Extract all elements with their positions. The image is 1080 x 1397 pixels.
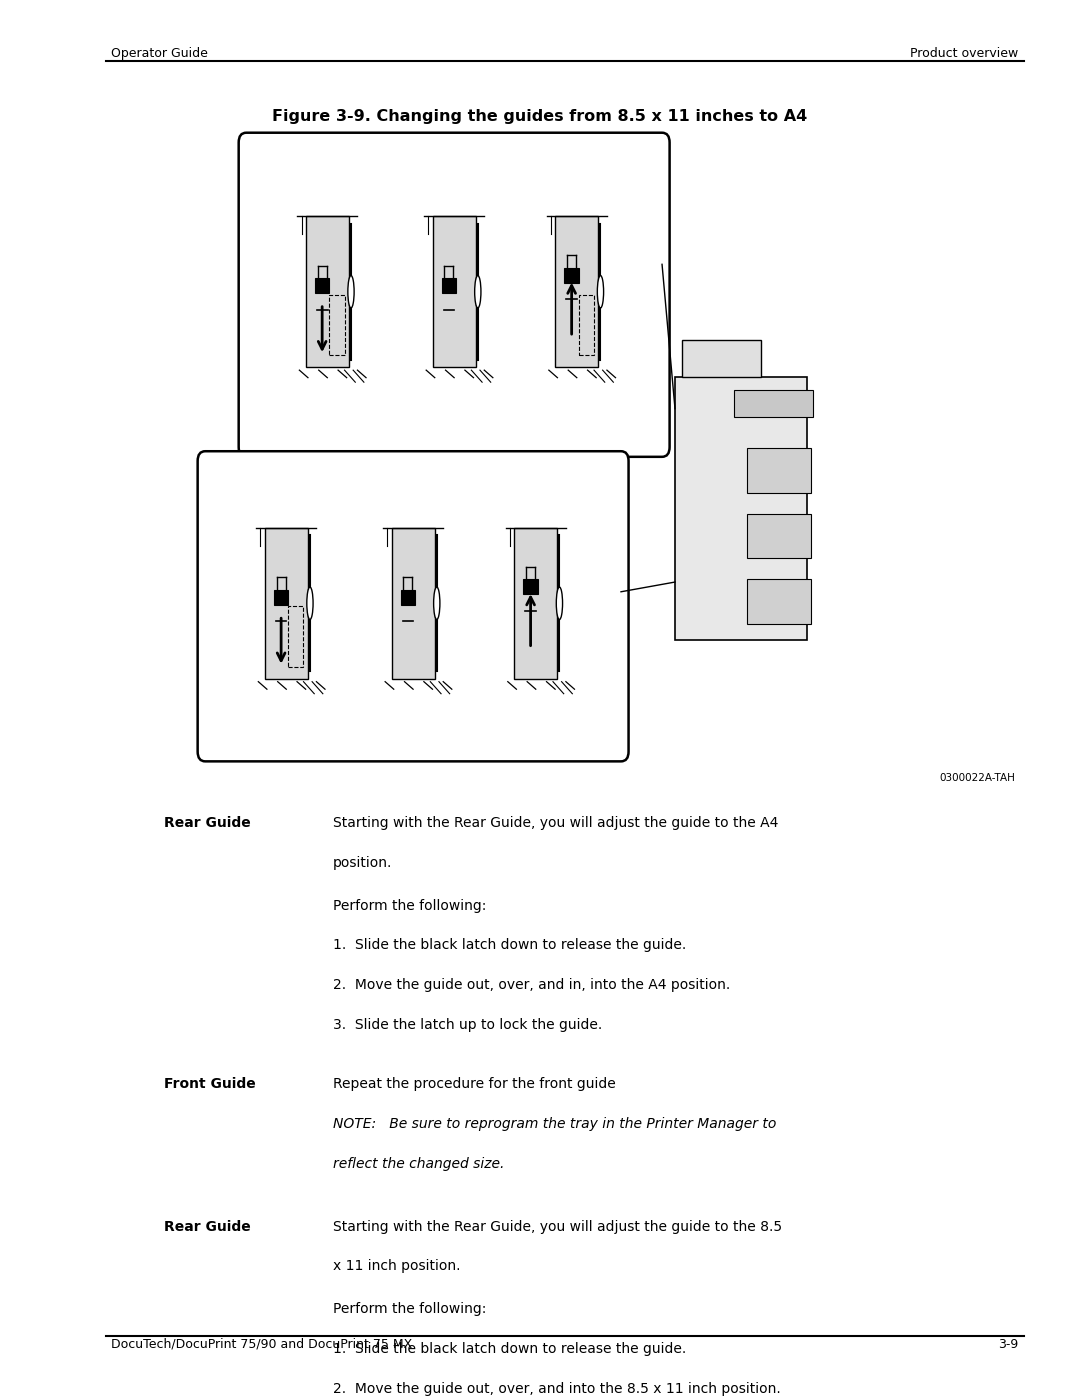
Bar bbox=[747, 448, 811, 493]
Text: Operator Guide: Operator Guide bbox=[111, 46, 208, 60]
Text: DocuTech/DocuPrint 75/90 and DocuPrint 75 MX: DocuTech/DocuPrint 75/90 and DocuPrint 7… bbox=[111, 1338, 413, 1351]
Bar bbox=[315, 278, 329, 293]
Text: Rear Guide: Rear Guide bbox=[164, 1220, 251, 1234]
Text: Front Guide: Front Guide bbox=[164, 1077, 256, 1091]
Bar bbox=[274, 590, 288, 605]
Text: Repeat the procedure for the front guide: Repeat the procedure for the front guide bbox=[333, 1077, 616, 1091]
Bar bbox=[329, 295, 345, 355]
Text: 0300022A-TAH: 0300022A-TAH bbox=[940, 773, 1015, 782]
Text: Rear Guide: Rear Guide bbox=[164, 816, 251, 830]
Text: Starting with the Rear Guide, you will adjust the guide to the A4: Starting with the Rear Guide, you will a… bbox=[333, 816, 778, 830]
Ellipse shape bbox=[434, 587, 440, 619]
Text: position.: position. bbox=[333, 855, 392, 870]
FancyBboxPatch shape bbox=[239, 133, 670, 457]
Text: 3-9: 3-9 bbox=[998, 1338, 1018, 1351]
Bar bbox=[747, 514, 811, 559]
Ellipse shape bbox=[556, 587, 563, 619]
Bar bbox=[433, 217, 475, 367]
Bar bbox=[524, 580, 538, 595]
Text: 1.  Slide the black latch down to release the guide.: 1. Slide the black latch down to release… bbox=[333, 1343, 686, 1356]
Text: 2.  Move the guide out, over, and in, into the A4 position.: 2. Move the guide out, over, and in, int… bbox=[333, 978, 730, 992]
Bar bbox=[442, 278, 456, 293]
Bar bbox=[555, 217, 598, 367]
Bar bbox=[306, 217, 349, 367]
Text: Perform the following:: Perform the following: bbox=[333, 898, 486, 912]
Bar bbox=[392, 528, 434, 679]
Text: 1.  Slide the black latch down to release the guide.: 1. Slide the black latch down to release… bbox=[333, 939, 686, 953]
Bar bbox=[401, 590, 415, 605]
Text: reflect the changed size.: reflect the changed size. bbox=[333, 1157, 504, 1171]
Text: Perform the following:: Perform the following: bbox=[333, 1302, 486, 1316]
Text: 2.  Move the guide out, over, and into the 8.5 x 11 inch position.: 2. Move the guide out, over, and into th… bbox=[333, 1382, 781, 1396]
FancyBboxPatch shape bbox=[198, 451, 629, 761]
Bar bbox=[747, 580, 811, 624]
Bar bbox=[265, 528, 308, 679]
Bar bbox=[681, 341, 760, 377]
Ellipse shape bbox=[475, 275, 481, 307]
Bar bbox=[675, 377, 807, 640]
Bar bbox=[514, 528, 557, 679]
Bar bbox=[734, 390, 813, 416]
Bar bbox=[565, 268, 579, 284]
Text: Product overview: Product overview bbox=[910, 46, 1018, 60]
Ellipse shape bbox=[597, 275, 604, 307]
Text: 3.  Slide the latch up to lock the guide.: 3. Slide the latch up to lock the guide. bbox=[333, 1018, 602, 1032]
Text: x 11 inch position.: x 11 inch position. bbox=[333, 1260, 460, 1274]
Text: Figure 3-9. Changing the guides from 8.5 x 11 inches to A4: Figure 3-9. Changing the guides from 8.5… bbox=[272, 109, 808, 124]
Ellipse shape bbox=[307, 587, 313, 619]
Bar bbox=[579, 295, 594, 355]
Text: Starting with the Rear Guide, you will adjust the guide to the 8.5: Starting with the Rear Guide, you will a… bbox=[333, 1220, 782, 1234]
Bar bbox=[288, 606, 303, 666]
Ellipse shape bbox=[348, 275, 354, 307]
Text: NOTE:   Be sure to reprogram the tray in the Printer Manager to: NOTE: Be sure to reprogram the tray in t… bbox=[333, 1118, 777, 1132]
